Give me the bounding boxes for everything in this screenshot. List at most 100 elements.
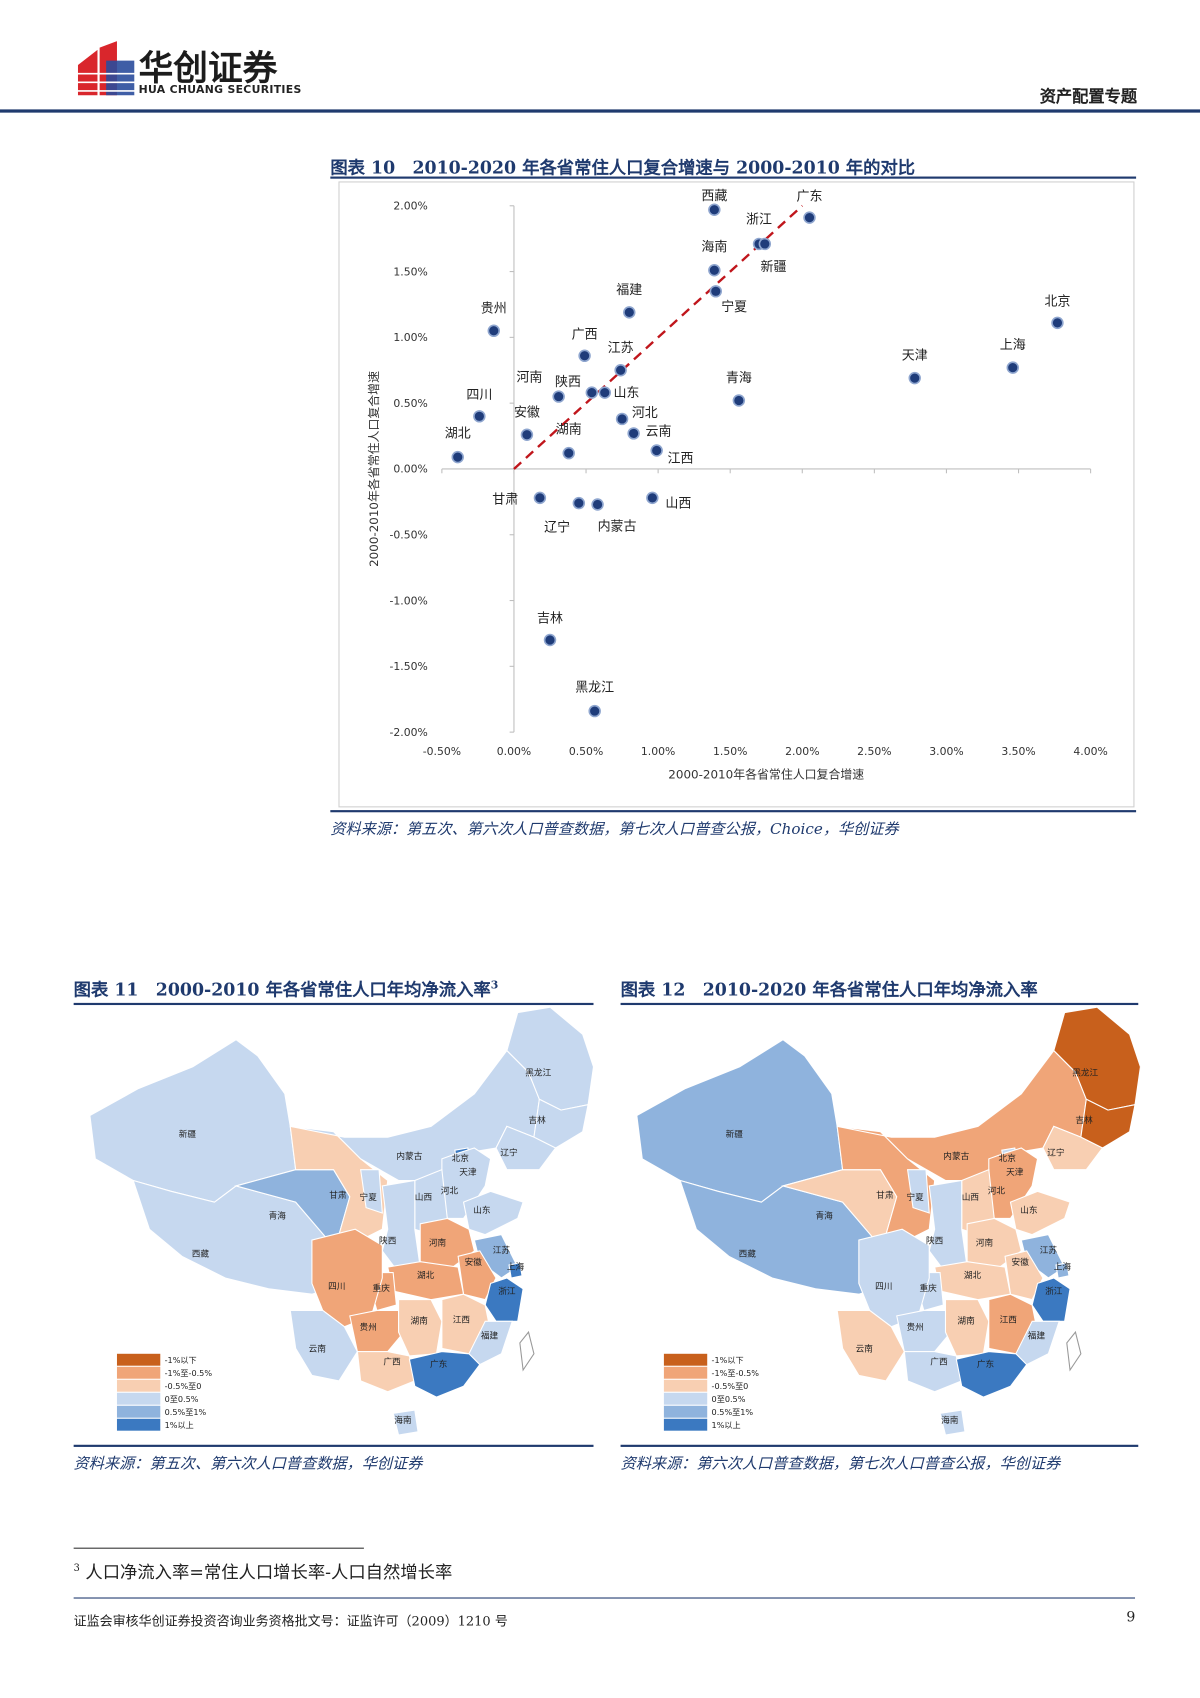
x-tick-label: 0.00%	[497, 745, 531, 758]
y-axis-title: 2000-2010年各省常住人口复合增速	[367, 371, 381, 567]
legend-swatch	[663, 1392, 708, 1405]
point	[588, 704, 601, 718]
point-label: 河南	[516, 369, 542, 385]
province-label: 广东	[977, 1358, 995, 1370]
point	[708, 264, 721, 277]
province-label: 湖南	[410, 1314, 428, 1326]
title-rule	[330, 176, 1137, 179]
province	[468, 1320, 514, 1366]
province-label: 河北	[441, 1184, 459, 1196]
point	[646, 491, 659, 505]
province-label: 青海	[816, 1209, 834, 1221]
x-tick-label: 2.50%	[857, 745, 891, 758]
point-label: 甘肃	[492, 492, 518, 507]
point	[552, 390, 565, 403]
island	[1066, 1330, 1082, 1372]
footnote-text: 人口净流入率=常住人口增长率-人口自然增长率	[85, 1561, 453, 1583]
source-rule	[73, 1444, 594, 1447]
province	[955, 1351, 1028, 1398]
point-label: 贵州	[481, 301, 507, 316]
figure-title: 图表 10 2010-2020 年各省常住人口复合增速与 2000-2010 年…	[330, 157, 916, 178]
province-label: 新疆	[179, 1128, 197, 1140]
province-label: 陕西	[379, 1234, 397, 1246]
reference-line	[513, 204, 804, 470]
y-tick-label: 1.00%	[393, 331, 427, 344]
province-label: 辽宁	[500, 1147, 518, 1159]
province	[484, 1277, 524, 1322]
x-tick-label: 2.00%	[785, 745, 819, 758]
point	[708, 203, 721, 216]
logo-subtext: HUA CHUANG SECURITIES	[138, 84, 302, 97]
point-label: 青海	[726, 371, 752, 386]
province	[939, 1409, 966, 1436]
province-label: 贵州	[360, 1321, 377, 1333]
point	[614, 364, 627, 377]
province-label: 四川	[328, 1282, 345, 1292]
figure-source: 资料来源：第五次、第六次人口普查数据，华创证券	[73, 1455, 423, 1473]
province-label: 贵州	[906, 1321, 923, 1333]
province-label: 重庆	[919, 1282, 937, 1294]
point	[1051, 316, 1064, 330]
province-label: 陕西	[926, 1234, 944, 1246]
province-label: 北京	[452, 1152, 470, 1164]
legend-swatch	[116, 1379, 161, 1392]
province-label: 浙江	[1045, 1285, 1063, 1297]
point-label: 广西	[572, 327, 598, 342]
province-label: 江苏	[493, 1244, 511, 1256]
point	[451, 450, 464, 464]
province-label: 宁夏	[906, 1191, 924, 1203]
point-label: 河北	[632, 406, 658, 421]
point-label: 江西	[668, 451, 694, 466]
footnote-mark: 3	[73, 1563, 80, 1575]
province-label: 青海	[269, 1209, 287, 1221]
point-label: 西藏	[701, 189, 727, 204]
x-tick-label: 0.50%	[569, 745, 603, 758]
province-label: 广西	[930, 1356, 948, 1368]
legend-label: 1%以上	[165, 1420, 194, 1430]
legend-swatch	[663, 1366, 708, 1379]
x-tick-label: 3.50%	[1001, 745, 1035, 758]
province	[1053, 1007, 1141, 1111]
point-label: 海南	[701, 239, 727, 255]
point	[803, 211, 816, 224]
province-label: 河南	[976, 1236, 994, 1248]
province-label: 河南	[429, 1236, 447, 1248]
figure-source: 资料来源：第六次人口普查数据，第七次人口普查公报，华创证券	[620, 1455, 1061, 1473]
province	[508, 1262, 523, 1279]
legend-swatch	[116, 1366, 161, 1379]
legend-swatch	[663, 1379, 708, 1392]
point-label: 湖北	[445, 427, 471, 442]
point	[1006, 361, 1019, 374]
province-label: 内蒙古	[943, 1150, 969, 1162]
province-label: 广西	[383, 1356, 401, 1368]
legend-label: 1%以上	[712, 1420, 741, 1430]
legend-swatch	[116, 1392, 161, 1405]
province-label: 黑龙江	[1072, 1066, 1098, 1078]
province-label: 内蒙古	[396, 1150, 422, 1162]
y-tick-label: -0.50%	[389, 529, 427, 542]
title-rule	[620, 1002, 1139, 1006]
legend-label: -1%以下	[712, 1355, 744, 1365]
province-label: 安徽	[465, 1256, 483, 1268]
province-label: 广东	[430, 1358, 448, 1370]
province-label: 安徽	[1012, 1256, 1030, 1268]
logo-text: 华创证券	[138, 47, 278, 89]
province-label: 山东	[473, 1204, 491, 1216]
point-label: 宁夏	[721, 299, 747, 315]
province-label: 甘肃	[329, 1189, 347, 1201]
point-label: 四川	[466, 388, 492, 403]
point-label: 黑龙江	[575, 681, 614, 696]
province-label: 江西	[1000, 1314, 1018, 1325]
point-label: 陕西	[555, 375, 581, 390]
point	[543, 633, 557, 647]
point	[758, 237, 772, 251]
point-label: 福建	[616, 283, 642, 298]
legend-swatch	[663, 1353, 708, 1366]
province-label: 天津	[1006, 1167, 1024, 1178]
legend-swatch	[116, 1353, 161, 1366]
province-label: 吉林	[1075, 1114, 1093, 1126]
point	[615, 412, 629, 426]
point	[473, 410, 486, 423]
province-label: 湖北	[964, 1270, 982, 1281]
